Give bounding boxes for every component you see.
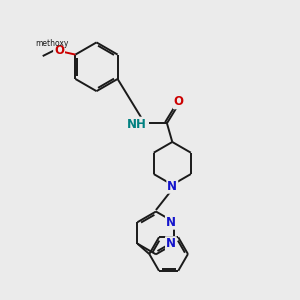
Text: N: N xyxy=(166,237,176,250)
Text: N: N xyxy=(167,180,177,193)
Text: O: O xyxy=(174,95,184,108)
Text: N: N xyxy=(166,216,176,229)
Text: NH: NH xyxy=(127,118,147,130)
Text: methoxy: methoxy xyxy=(35,39,68,48)
Text: O: O xyxy=(54,44,64,57)
